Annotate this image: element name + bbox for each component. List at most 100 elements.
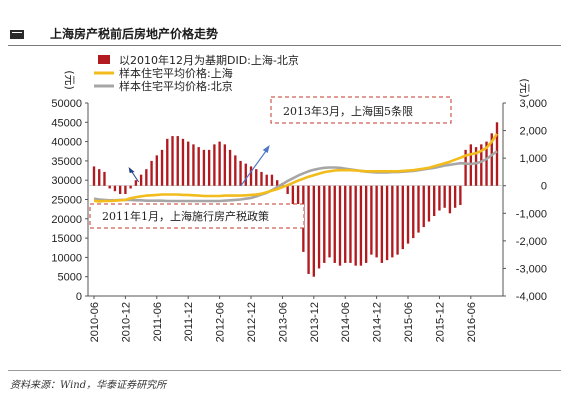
left-tick-label: 30000 xyxy=(51,175,82,187)
x-tick-label: 2010-12 xyxy=(120,302,132,342)
did-bar xyxy=(427,185,431,222)
annotation-2011-box xyxy=(89,203,305,229)
did-bar xyxy=(480,144,483,186)
annotation-2013-arrowhead xyxy=(262,145,270,153)
x-tick-label: 2016-06 xyxy=(466,302,478,342)
did-bar xyxy=(103,171,106,186)
did-bar xyxy=(139,174,143,186)
right-tick-label: 0 xyxy=(541,181,547,193)
did-bar xyxy=(150,160,153,186)
annotation-2013-box xyxy=(270,96,452,124)
header-rule xyxy=(8,45,561,46)
did-bar xyxy=(113,185,117,192)
left-tick-label: 35000 xyxy=(51,156,82,168)
did-bar xyxy=(448,185,452,214)
right-tick-label: 3,000 xyxy=(519,98,547,110)
did-bar xyxy=(218,141,221,186)
did-bar xyxy=(155,155,158,186)
annotation-2013-arrow xyxy=(240,149,268,187)
x-tick-label: 2015-06 xyxy=(403,302,415,342)
did-bar xyxy=(187,141,190,186)
did-bar xyxy=(438,185,441,211)
x-tick-label: 2013-06 xyxy=(277,302,289,342)
did-bar xyxy=(433,185,436,217)
right-tick-label: -4,000 xyxy=(516,291,547,303)
left-axis-unit: (元) xyxy=(63,70,76,90)
did-bar xyxy=(192,144,195,186)
did-bar xyxy=(317,185,321,269)
did-bar xyxy=(417,185,420,233)
did-bar xyxy=(207,149,211,186)
did-bar xyxy=(485,141,488,186)
did-bar xyxy=(223,144,227,186)
did-bar xyxy=(396,185,399,255)
left-tick-label: 0 xyxy=(76,291,82,303)
did-bar xyxy=(129,185,132,189)
did-bar xyxy=(249,166,253,186)
did-bar xyxy=(364,185,368,263)
legend-shanghai-label: 样本住宅平均价格:上海 xyxy=(119,66,233,80)
right-tick-label: 1,000 xyxy=(519,153,547,165)
did-bar xyxy=(92,166,96,186)
did-bar xyxy=(118,185,122,194)
did-bar xyxy=(181,138,185,186)
did-bar xyxy=(380,185,384,263)
shanghai-price-line xyxy=(93,133,499,203)
x-tick-label: 2013-12 xyxy=(309,302,321,342)
x-tick-label: 2015-12 xyxy=(434,302,446,342)
did-bar xyxy=(213,144,216,186)
report-header: 上海房产税前后房地产价格走势 xyxy=(0,0,573,46)
did-bar xyxy=(359,185,363,266)
did-bar xyxy=(108,185,111,189)
left-tick-label: 50000 xyxy=(51,98,82,110)
did-bar xyxy=(453,185,457,208)
left-tick-label: 15000 xyxy=(51,233,82,245)
annotation-2011-arrowhead xyxy=(128,167,135,173)
annotation-2011-text: 2011年1月，上海施行房产税政策 xyxy=(102,209,269,223)
x-tick-label: 2012-12 xyxy=(246,302,258,342)
did-bar xyxy=(270,174,274,186)
footer-rule xyxy=(8,370,561,371)
did-bar xyxy=(197,147,200,186)
did-bar xyxy=(234,155,237,186)
did-bar xyxy=(171,136,174,186)
did-bar xyxy=(265,174,268,186)
did-bar xyxy=(255,169,258,186)
left-tick-label: 40000 xyxy=(51,137,82,149)
did-bar xyxy=(375,185,378,258)
did-bar xyxy=(459,185,462,206)
did-bar xyxy=(323,185,326,263)
did-bar xyxy=(412,185,415,239)
did-bar xyxy=(406,185,410,244)
did-bar xyxy=(260,171,263,186)
beijing-price-line xyxy=(93,150,498,203)
did-bar xyxy=(202,149,206,186)
did-bar xyxy=(443,185,446,208)
did-bar xyxy=(370,185,373,255)
did-bar xyxy=(328,185,331,258)
did-bar xyxy=(307,185,310,274)
did-bar xyxy=(474,147,478,186)
did-bar xyxy=(490,133,493,186)
left-tick-label: 5000 xyxy=(58,272,82,284)
did-bar xyxy=(333,185,336,263)
legend-did-label: 以2010年12月为基期DID:上海-北京 xyxy=(119,53,299,67)
x-tick-label: 2014-06 xyxy=(340,302,352,342)
did-bar xyxy=(239,160,242,186)
legend-beijing-label: 样本住宅平均价格:北京 xyxy=(119,79,233,93)
right-axis-unit: (元) xyxy=(518,78,531,98)
did-bar xyxy=(344,185,347,263)
did-bar xyxy=(422,185,425,228)
did-bar xyxy=(244,163,247,186)
did-bar xyxy=(176,136,179,186)
right-tick-label: -1,000 xyxy=(516,208,547,220)
right-tick-label: -2,000 xyxy=(516,236,547,248)
left-tick-label: 25000 xyxy=(51,195,82,207)
did-bar xyxy=(286,185,289,194)
did-bar xyxy=(134,180,138,186)
did-bar xyxy=(464,149,467,186)
did-bar xyxy=(166,138,169,186)
x-tick-label: 2011-12 xyxy=(183,302,195,342)
left-tick-label: 20000 xyxy=(51,214,82,226)
source-note: 资料来源：Wind，华泰证券研究所 xyxy=(10,380,167,391)
